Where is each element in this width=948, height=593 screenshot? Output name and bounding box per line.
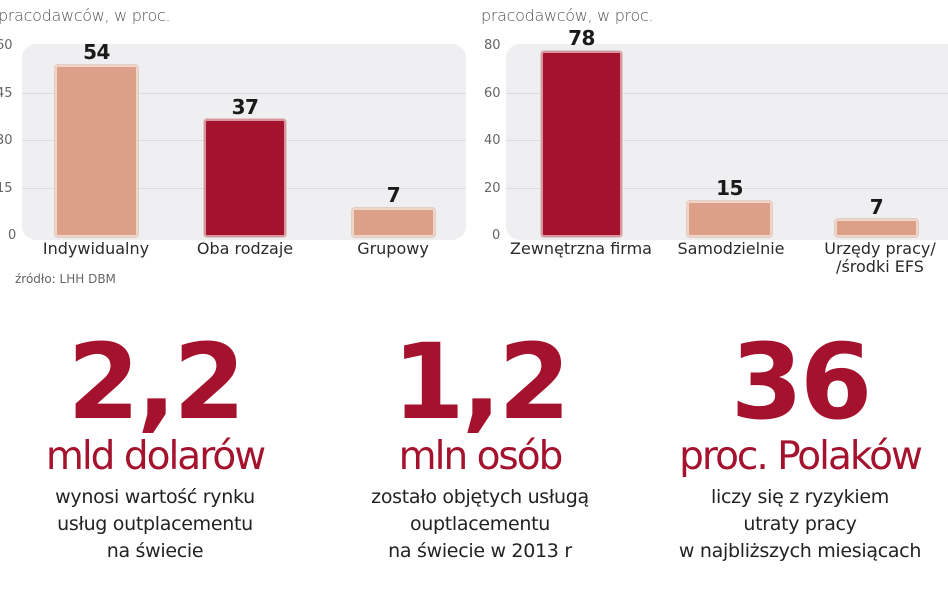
category-urzedy-pracy-line2: /środki EFS xyxy=(836,257,924,276)
right-chart-subtitle: pracodawców, w proc. xyxy=(481,6,654,25)
bar-value-oba-rodzaje: 37 xyxy=(231,95,259,119)
stat-people-covered-number: 1,2 xyxy=(392,321,570,443)
stat-market-value: 2,2 mld dolarów wynosi wartość rynku usł… xyxy=(10,321,300,565)
stat-people-covered-desc: zostało objętych usługą ouptlacementu na… xyxy=(335,484,625,565)
bar-value-samodzielnie: 15 xyxy=(716,176,743,200)
left-ytick-45: 45 xyxy=(0,86,13,101)
desc-line: liczy się z ryzykiem xyxy=(711,486,889,508)
bar-oba-rodzaje xyxy=(204,119,286,237)
source-note: źródło: LHH DBM xyxy=(15,272,116,286)
stat-market-value-unit: mld dolarów xyxy=(45,434,266,479)
left-chart-subtitle: pracodawców, w proc. xyxy=(0,6,171,25)
right-gridline-40 xyxy=(506,140,948,141)
bar-value-indywidualny: 54 xyxy=(83,40,110,64)
right-ytick-0: 0 xyxy=(492,228,501,243)
right-gridline-60 xyxy=(506,93,948,94)
category-grupowy: Grupowy xyxy=(357,239,429,258)
stat-job-risk-number: 36 xyxy=(730,321,873,443)
left-chart-subtitle-text: pracodawców, w proc. xyxy=(0,6,171,25)
bar-grupowy xyxy=(352,208,435,237)
left-gridline-45 xyxy=(22,93,466,94)
right-gridline-20 xyxy=(506,188,948,189)
stat-job-risk: 36 proc. Polaków liczy się z ryzykiem ut… xyxy=(655,321,945,565)
desc-line: ouptlacementu xyxy=(409,513,551,535)
category-samodzielnie: Samodzielnie xyxy=(677,239,785,258)
bar-value-grupowy: 7 xyxy=(386,183,401,207)
left-ytick-15: 15 xyxy=(0,181,13,196)
right-ytick-60: 60 xyxy=(484,86,501,101)
category-zewnetrzna-firma: Zewnętrzna firma xyxy=(510,239,652,258)
left-ytick-60: 60 xyxy=(0,38,13,53)
desc-line: zostało objętych usługą xyxy=(371,486,589,508)
stat-people-covered: 1,2 mln osób zostało objętych usługą oup… xyxy=(335,321,625,565)
category-oba-rodzaje: Oba rodzaje xyxy=(196,239,294,258)
right-ytick-80: 80 xyxy=(484,38,501,53)
category-indywidualny: Indywidualny xyxy=(42,239,150,258)
category-urzedy-pracy: Urzędy pracy/ /środki EFS xyxy=(812,240,948,276)
desc-line: na świecie xyxy=(106,540,204,562)
desc-line: usług outplacementu xyxy=(57,513,253,535)
bar-value-urzedy-pracy: 7 xyxy=(869,195,884,219)
bar-zewnetrzna-firma xyxy=(541,51,622,237)
left-ytick-30: 30 xyxy=(0,133,13,148)
stat-market-value-number: 2,2 xyxy=(67,321,245,443)
desc-line: utraty pracy xyxy=(743,513,857,535)
bar-indywidualny xyxy=(55,65,138,237)
bar-samodzielnie xyxy=(687,201,772,237)
stat-job-risk-unit: proc. Polaków xyxy=(679,434,923,479)
stat-people-covered-unit: mln osób xyxy=(398,434,564,479)
bar-value-zewnetrzna-firma: 78 xyxy=(568,26,595,50)
desc-line: w najbliższych miesiącach xyxy=(678,540,922,562)
stat-market-value-desc: wynosi wartość rynku usług outplacementu… xyxy=(10,484,300,565)
right-ytick-20: 20 xyxy=(484,181,501,196)
desc-line: wynosi wartość rynku xyxy=(55,486,255,508)
stat-job-risk-desc: liczy się z ryzykiem utraty pracy w najb… xyxy=(655,484,945,565)
desc-line: na świecie w 2013 r xyxy=(388,540,572,562)
category-urzedy-pracy-line1: Urzędy pracy/ xyxy=(824,239,936,258)
right-chart-subtitle-text: pracodawców, w proc. xyxy=(481,6,654,25)
right-ytick-40: 40 xyxy=(484,133,501,148)
bar-urzedy-pracy xyxy=(835,219,918,237)
left-ytick-0: 0 xyxy=(8,228,17,243)
